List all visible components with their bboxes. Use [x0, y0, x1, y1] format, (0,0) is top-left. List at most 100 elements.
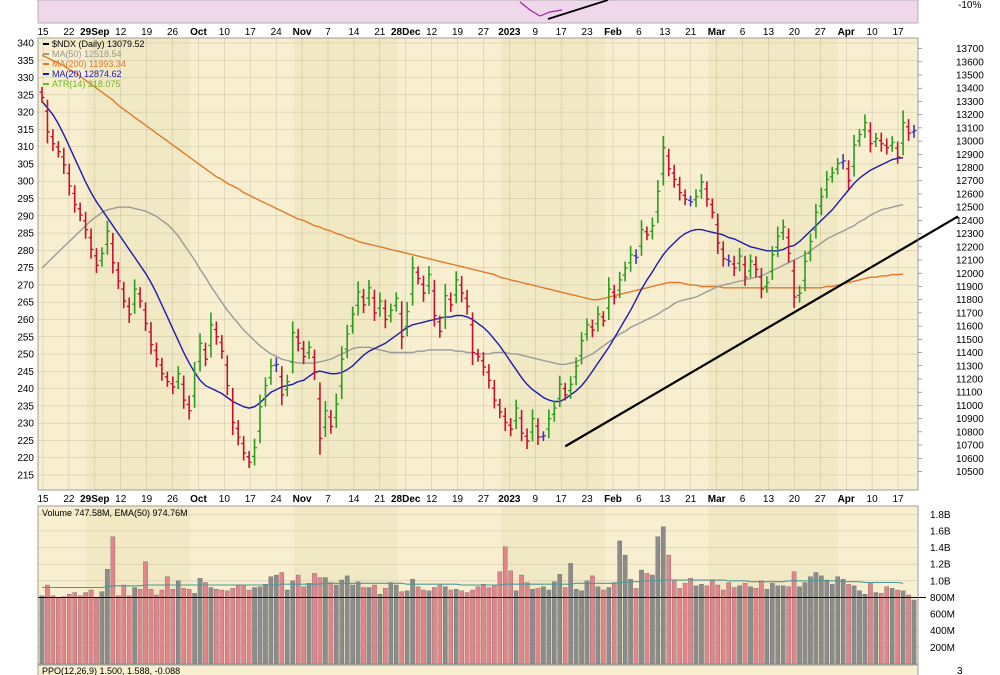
- date-tick-label: 19: [141, 27, 153, 38]
- y-left-tick-label: 295: [17, 194, 34, 205]
- volume-bar: [225, 590, 230, 665]
- y-right-tick-label: 12900: [956, 150, 984, 161]
- volume-bar: [415, 586, 421, 665]
- date-tick-label: 19: [452, 27, 464, 38]
- volume-bar: [252, 587, 257, 665]
- date-tick-label: 17: [892, 27, 904, 38]
- volume-bar: [192, 593, 197, 665]
- date-tick-label: 29Sep: [80, 27, 109, 38]
- volume-bar: [246, 589, 252, 665]
- volume-bar: [481, 584, 486, 665]
- volume-bar: [513, 590, 519, 665]
- volume-bar: [393, 584, 399, 665]
- date-tick-label: 28Dec: [391, 494, 421, 505]
- date-tick-label: 13: [659, 494, 671, 505]
- volume-bar: [590, 575, 595, 665]
- volume-bar: [791, 571, 797, 665]
- date-tick-label: Oct: [190, 494, 207, 505]
- volume-bar: [682, 583, 688, 665]
- volume-bar: [105, 569, 110, 665]
- volume-bar: [879, 593, 884, 665]
- volume-bar: [186, 589, 192, 665]
- volume-panel: 200M 400M 600M 800M 1.0B 1.2B 1.4B 1.6B 1.8B Vol…: [37, 505, 955, 665]
- volume-bar: [857, 590, 862, 665]
- y-right-tick-label: 11900: [956, 282, 984, 293]
- y-left-tick-label: 335: [17, 56, 34, 67]
- volume-bar: [377, 593, 383, 665]
- volume-bar: [45, 584, 50, 665]
- volume-bar: [448, 589, 454, 665]
- volume-bar: [312, 573, 317, 665]
- volume-bar: [557, 574, 563, 665]
- volume-bar: [432, 587, 437, 665]
- volume-bar: [437, 584, 443, 665]
- volume-bar: [110, 536, 116, 665]
- price-right-axis: 10500 10600 10700 10800 10900 11000 11100 11200…: [918, 44, 984, 478]
- volume-bar: [846, 584, 851, 665]
- date-tick-label: 9: [532, 27, 538, 38]
- date-axis-bottom: 15 22 29Sep 12 19 26 Oct 10 17 24 Nov 7 14 21 28Dec 12 1…: [37, 494, 904, 505]
- y-left-tick-label: 245: [17, 367, 34, 378]
- volume-bar: [611, 582, 617, 665]
- volume-bar: [355, 581, 361, 665]
- volume-bar: [519, 574, 524, 665]
- date-tick-label: 12: [426, 27, 438, 38]
- y-right-tick-label: 12800: [956, 163, 984, 174]
- volume-bar: [595, 586, 601, 665]
- date-tick-label: 12: [115, 27, 127, 38]
- volume-bar: [399, 591, 404, 665]
- y-left-tick-label: 265: [17, 298, 34, 309]
- volume-bar: [470, 589, 475, 665]
- month-band: [294, 38, 398, 490]
- date-tick-label: 19: [141, 494, 153, 505]
- volume-bar: [906, 594, 911, 665]
- volume-bar: [617, 540, 622, 665]
- volume-bar: [731, 587, 737, 665]
- volume-bar: [862, 593, 868, 665]
- volume-bar: [552, 581, 557, 665]
- volume-bar: [143, 561, 148, 665]
- date-tick-label: 7: [325, 27, 331, 38]
- legend-entry: $NDX (Daily) 13079.52: [52, 39, 145, 49]
- date-tick-label: Nov: [293, 494, 312, 505]
- volume-bar: [824, 579, 830, 665]
- volume-bar: [421, 589, 426, 665]
- volume-bar: [159, 589, 165, 665]
- volume-bar: [889, 588, 895, 665]
- date-tick-label: Feb: [604, 27, 622, 38]
- volume-bar: [148, 589, 154, 665]
- month-band: [708, 38, 839, 490]
- volume-bar: [579, 590, 584, 665]
- volume-bar: [633, 588, 639, 665]
- volume-bar: [802, 582, 808, 665]
- legend-entry: MA(200) 11993.34: [52, 59, 126, 69]
- volume-bar: [203, 582, 208, 665]
- volume-bar: [688, 578, 693, 665]
- price-panel: 215 220 225 230 235 240 245 250 255 260 265 270 275 2…: [17, 37, 984, 491]
- y-right-tick-label: 11800: [956, 295, 984, 306]
- volume-bar: [911, 599, 917, 665]
- volume-bar: [274, 574, 279, 665]
- y-right-tick-label: 11100: [956, 388, 983, 399]
- date-tick-label: 27: [815, 27, 827, 38]
- y-left-tick-label: 260: [17, 315, 34, 326]
- date-tick-label: 12: [115, 494, 127, 505]
- y-right-tick-label: 10800: [956, 427, 984, 438]
- date-tick-label: 17: [245, 494, 257, 505]
- volume-bar: [661, 526, 666, 665]
- volume-bar: [306, 583, 312, 665]
- volume-bar: [61, 596, 67, 665]
- volume-bar: [710, 580, 715, 665]
- volume-bar: [666, 554, 672, 665]
- date-tick-label: 20: [789, 494, 801, 505]
- date-tick-label: 17: [245, 27, 257, 38]
- volume-bar: [475, 586, 481, 665]
- volume-bar: [715, 584, 721, 665]
- volume-bar: [650, 574, 655, 665]
- date-tick-label: Mar: [708, 27, 726, 38]
- volume-bar: [443, 586, 448, 665]
- volume-bar: [628, 579, 633, 665]
- legend-entry: MA(50) 12518.54: [52, 49, 122, 59]
